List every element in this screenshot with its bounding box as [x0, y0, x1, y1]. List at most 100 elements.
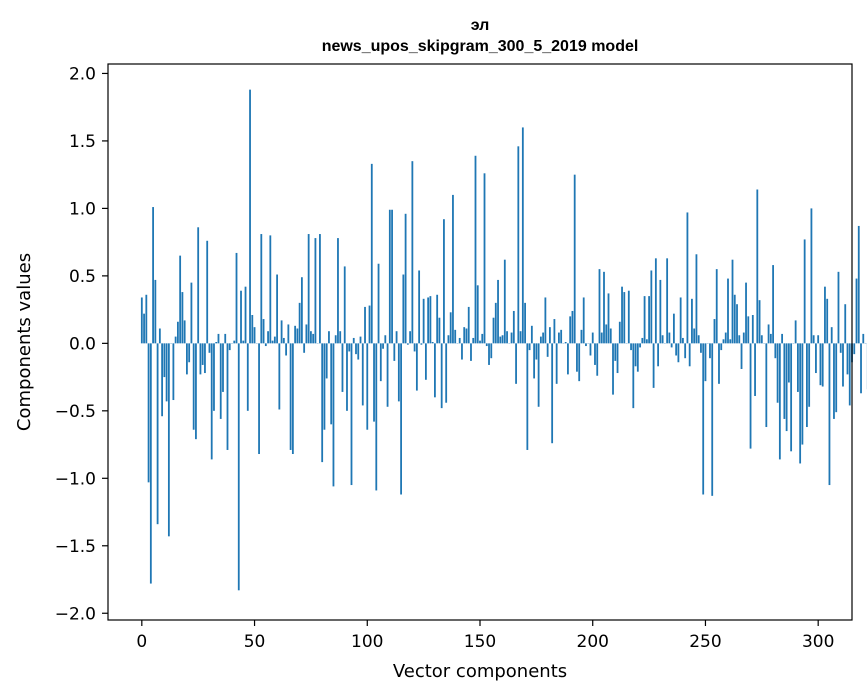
bar — [294, 325, 297, 344]
bar — [167, 343, 170, 537]
bar — [551, 343, 554, 444]
bar — [501, 335, 504, 344]
bar — [853, 343, 856, 355]
bar — [192, 343, 195, 430]
x-tick-label: 50 — [244, 632, 266, 652]
bar — [215, 342, 218, 344]
bar — [443, 219, 445, 344]
bar — [713, 319, 716, 344]
bar — [339, 331, 342, 344]
bar — [767, 324, 770, 344]
bar — [467, 306, 470, 344]
bar — [452, 194, 454, 344]
bar — [253, 327, 256, 344]
bar — [585, 343, 587, 347]
y-tick-label: 0.5 — [69, 267, 96, 287]
bar — [388, 209, 391, 344]
bar — [492, 317, 495, 344]
bar — [695, 254, 698, 344]
bar — [447, 335, 450, 344]
bar — [479, 340, 481, 344]
bar — [285, 343, 288, 356]
bar — [210, 343, 213, 460]
bar — [483, 173, 486, 344]
bar — [740, 343, 743, 369]
bar — [244, 286, 247, 344]
bar — [542, 332, 545, 344]
bar — [186, 343, 188, 375]
bar — [603, 271, 605, 344]
bar — [368, 305, 371, 344]
bar — [594, 343, 596, 365]
bar — [434, 343, 436, 398]
bar — [384, 335, 387, 344]
bar — [657, 343, 660, 367]
bar — [835, 343, 838, 413]
bar — [700, 343, 702, 353]
bar — [715, 269, 718, 344]
bar — [346, 343, 348, 411]
y-tick-label: 2.0 — [69, 64, 96, 84]
bar — [643, 296, 646, 344]
bar — [366, 343, 369, 430]
bar — [190, 282, 193, 344]
bar — [397, 343, 400, 402]
bar — [666, 258, 669, 344]
bar — [729, 339, 732, 344]
bar — [208, 343, 211, 353]
x-tick-label: 200 — [577, 632, 609, 652]
bar — [785, 343, 788, 432]
bar — [219, 343, 222, 419]
chart-title: эл — [471, 17, 490, 34]
bar — [449, 312, 452, 344]
bar — [686, 212, 689, 344]
bar — [530, 325, 533, 344]
bar — [204, 343, 206, 374]
bar — [679, 297, 682, 344]
bar — [176, 321, 179, 344]
bar — [591, 332, 594, 344]
bar — [325, 343, 328, 379]
bar — [846, 343, 849, 375]
bar — [634, 343, 637, 367]
bar — [490, 343, 493, 359]
bar — [481, 333, 484, 344]
bar — [476, 285, 479, 344]
bar — [691, 298, 693, 344]
bar — [711, 343, 714, 496]
bar — [488, 343, 490, 365]
bar — [616, 343, 619, 374]
bar — [808, 343, 811, 407]
bar — [641, 337, 644, 344]
bar — [787, 343, 790, 383]
bar — [228, 343, 231, 351]
bar — [303, 343, 306, 353]
bar — [485, 343, 488, 347]
bar — [174, 336, 177, 344]
bar — [147, 343, 150, 483]
bar — [224, 333, 227, 344]
bar — [672, 313, 675, 344]
bar — [600, 332, 603, 344]
bar — [357, 343, 360, 360]
bar — [470, 343, 472, 361]
bar — [544, 297, 547, 344]
bar — [429, 296, 432, 344]
bar — [406, 343, 409, 345]
bar — [197, 227, 200, 344]
bar — [418, 270, 421, 344]
bar — [645, 339, 648, 344]
bar — [195, 343, 197, 440]
y-tick-label: 0.0 — [69, 334, 96, 354]
bar — [282, 337, 285, 344]
bar — [697, 335, 700, 344]
bar — [519, 331, 522, 344]
plot-frame — [107, 63, 853, 621]
bar — [280, 320, 283, 344]
bar — [654, 258, 657, 344]
bar — [567, 343, 569, 375]
bar — [226, 343, 229, 450]
bar — [402, 274, 405, 344]
bar — [251, 315, 254, 344]
